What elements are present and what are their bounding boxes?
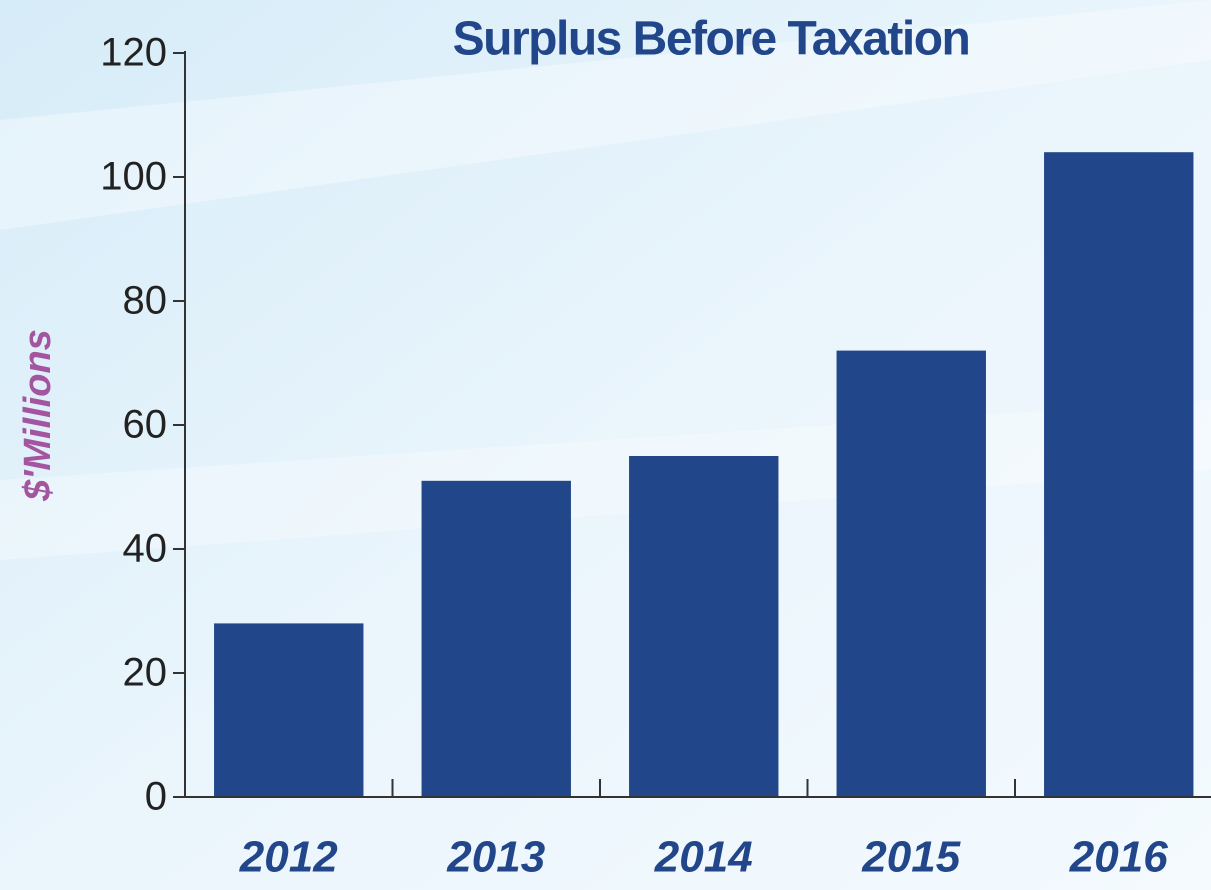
x-tick-label: 2012: [239, 833, 338, 882]
bar: [836, 350, 986, 797]
background-streak: [0, 0, 1211, 230]
y-tick-label: 100: [100, 155, 167, 199]
y-tick-label: 20: [123, 651, 168, 695]
y-tick-label: 40: [123, 527, 168, 571]
y-tick-label: 120: [100, 31, 167, 75]
x-tick-label: 2015: [861, 833, 960, 882]
bar: [421, 480, 571, 797]
y-tick-label: 80: [123, 279, 168, 323]
y-tick-label: 0: [145, 775, 167, 819]
x-tick-label: 2013: [446, 833, 545, 882]
x-tick-label: 2016: [1069, 833, 1168, 882]
y-tick-label: 60: [123, 403, 168, 447]
y-axis-label: $'Millions: [17, 329, 59, 502]
bar: [214, 623, 364, 797]
x-tick-label: 2014: [654, 833, 753, 882]
bar: [629, 456, 779, 797]
chart-title: Surplus Before Taxation: [453, 13, 970, 66]
bar: [1044, 152, 1194, 797]
